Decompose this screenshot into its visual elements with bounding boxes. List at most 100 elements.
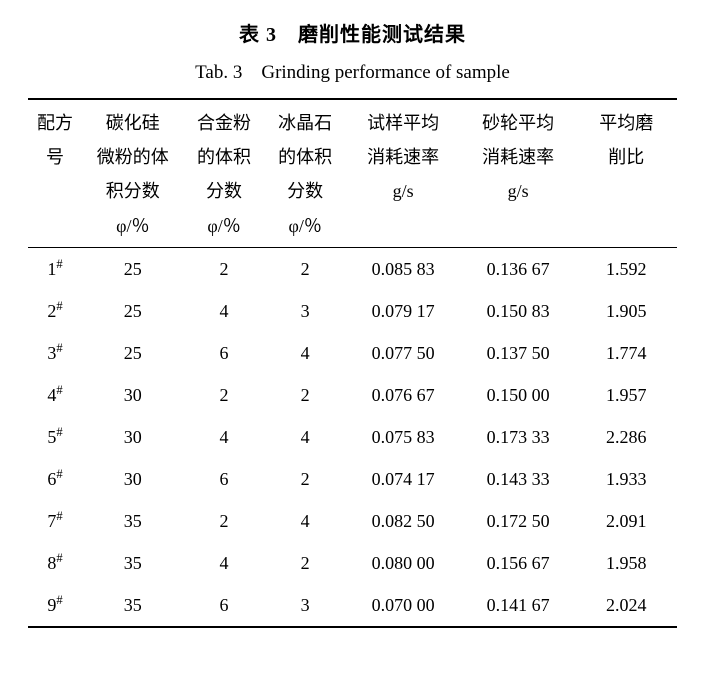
cell-sample-rate: 0.074 17 — [346, 458, 461, 500]
id-sup: # — [56, 509, 62, 523]
header-text: φ/％ — [116, 216, 149, 236]
id-sup: # — [56, 425, 62, 439]
header-text: φ/％ — [207, 216, 240, 236]
cell-id: 9# — [28, 584, 82, 627]
table-row: 8# 35 4 2 0.080 00 0.156 67 1.958 — [28, 542, 677, 584]
table-title-en: Tab. 3 Grinding performance of sample — [28, 57, 677, 84]
header-text: 积分数 — [106, 181, 160, 201]
cell-wheel-rate: 0.143 33 — [461, 458, 576, 500]
table-body: 1# 25 2 2 0.085 83 0.136 67 1.592 2# 25 … — [28, 247, 677, 627]
header-text: 消耗速率 — [367, 147, 439, 167]
cell-sample-rate: 0.080 00 — [346, 542, 461, 584]
cell-sample-rate: 0.079 17 — [346, 290, 461, 332]
header-text: g/s — [393, 181, 414, 201]
cell-sic: 25 — [82, 290, 183, 332]
id-sup: # — [56, 299, 62, 313]
cell-wheel-rate: 0.172 50 — [461, 500, 576, 542]
cell-ratio: 1.774 — [576, 332, 677, 374]
cell-ratio: 1.592 — [576, 247, 677, 290]
header-text: 试样平均 — [367, 113, 439, 133]
header-text: 分数 — [206, 181, 242, 201]
table-row: 2# 25 4 3 0.079 17 0.150 83 1.905 — [28, 290, 677, 332]
cell-wheel-rate: 0.156 67 — [461, 542, 576, 584]
cell-wheel-rate: 0.136 67 — [461, 247, 576, 290]
cell-alloy: 4 — [183, 290, 264, 332]
header-text: 号 — [46, 147, 64, 167]
cell-id: 5# — [28, 416, 82, 458]
cell-ratio: 2.286 — [576, 416, 677, 458]
table-row: 9# 35 6 3 0.070 00 0.141 67 2.024 — [28, 584, 677, 627]
cell-cryolite: 2 — [265, 458, 346, 500]
cell-cryolite: 4 — [265, 500, 346, 542]
cell-alloy: 2 — [183, 374, 264, 416]
header-text: 微粉的体 — [97, 147, 169, 167]
page: 表 3 磨削性能测试结果 Tab. 3 Grinding performance… — [0, 0, 705, 628]
header-text: 配方 — [37, 113, 73, 133]
cell-cryolite: 2 — [265, 374, 346, 416]
id-sup: # — [56, 383, 62, 397]
header-text: 砂轮平均 — [482, 113, 554, 133]
table-row: 1# 25 2 2 0.085 83 0.136 67 1.592 — [28, 247, 677, 290]
cell-wheel-rate: 0.150 00 — [461, 374, 576, 416]
cell-ratio: 1.958 — [576, 542, 677, 584]
table-row: 5# 30 4 4 0.075 83 0.173 33 2.286 — [28, 416, 677, 458]
id-sup: # — [56, 467, 62, 481]
cell-cryolite: 3 — [265, 584, 346, 627]
cell-cryolite: 2 — [265, 542, 346, 584]
cell-sic: 35 — [82, 584, 183, 627]
header-text: 的体积 — [197, 147, 251, 167]
cell-cryolite: 4 — [265, 332, 346, 374]
cell-wheel-rate: 0.137 50 — [461, 332, 576, 374]
col-header-sic: 碳化硅 微粉的体 积分数 φ/％ — [82, 99, 183, 247]
cell-sic: 25 — [82, 247, 183, 290]
cell-cryolite: 2 — [265, 247, 346, 290]
header-text: 碳化硅 — [106, 113, 160, 133]
cell-sic: 30 — [82, 416, 183, 458]
cell-alloy: 4 — [183, 542, 264, 584]
cell-ratio: 2.024 — [576, 584, 677, 627]
header-text: 平均磨 — [599, 113, 653, 133]
table-title-zh: 表 3 磨削性能测试结果 — [28, 18, 677, 47]
header-text: 的体积 — [278, 147, 332, 167]
cell-sample-rate: 0.082 50 — [346, 500, 461, 542]
cell-wheel-rate: 0.141 67 — [461, 584, 576, 627]
cell-id: 4# — [28, 374, 82, 416]
cell-alloy: 4 — [183, 416, 264, 458]
table-row: 4# 30 2 2 0.076 67 0.150 00 1.957 — [28, 374, 677, 416]
table-row: 3# 25 6 4 0.077 50 0.137 50 1.774 — [28, 332, 677, 374]
cell-sample-rate: 0.085 83 — [346, 247, 461, 290]
cell-sic: 25 — [82, 332, 183, 374]
cell-id: 2# — [28, 290, 82, 332]
cell-alloy: 6 — [183, 458, 264, 500]
id-sup: # — [56, 257, 62, 271]
table-row: 6# 30 6 2 0.074 17 0.143 33 1.933 — [28, 458, 677, 500]
header-text: 合金粉 — [197, 113, 251, 133]
col-header-ratio: 平均磨 削比 — [576, 99, 677, 247]
cell-sic: 35 — [82, 500, 183, 542]
cell-cryolite: 4 — [265, 416, 346, 458]
cell-ratio: 1.957 — [576, 374, 677, 416]
col-header-wheel-rate: 砂轮平均 消耗速率 g/s — [461, 99, 576, 247]
cell-ratio: 1.905 — [576, 290, 677, 332]
cell-alloy: 6 — [183, 332, 264, 374]
header-text: 冰晶石 — [278, 113, 332, 133]
col-header-id: 配方 号 — [28, 99, 82, 247]
header-text: φ/％ — [288, 216, 321, 236]
id-sup: # — [56, 341, 62, 355]
cell-ratio: 1.933 — [576, 458, 677, 500]
cell-sic: 30 — [82, 374, 183, 416]
cell-id: 6# — [28, 458, 82, 500]
cell-alloy: 2 — [183, 247, 264, 290]
table-row: 7# 35 2 4 0.082 50 0.172 50 2.091 — [28, 500, 677, 542]
table-header-row: 配方 号 碳化硅 微粉的体 积分数 φ/％ 合金粉 的体积 分数 φ/％ — [28, 99, 677, 247]
cell-wheel-rate: 0.150 83 — [461, 290, 576, 332]
id-sup: # — [56, 593, 62, 607]
cell-sample-rate: 0.075 83 — [346, 416, 461, 458]
col-header-cryolite: 冰晶石 的体积 分数 φ/％ — [265, 99, 346, 247]
header-text: 削比 — [608, 147, 644, 167]
col-header-alloy: 合金粉 的体积 分数 φ/％ — [183, 99, 264, 247]
cell-sample-rate: 0.077 50 — [346, 332, 461, 374]
header-text: g/s — [508, 181, 529, 201]
cell-sic: 35 — [82, 542, 183, 584]
cell-sample-rate: 0.070 00 — [346, 584, 461, 627]
